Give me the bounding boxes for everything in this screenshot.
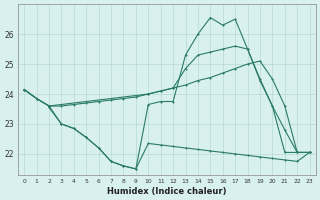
X-axis label: Humidex (Indice chaleur): Humidex (Indice chaleur) — [107, 187, 227, 196]
